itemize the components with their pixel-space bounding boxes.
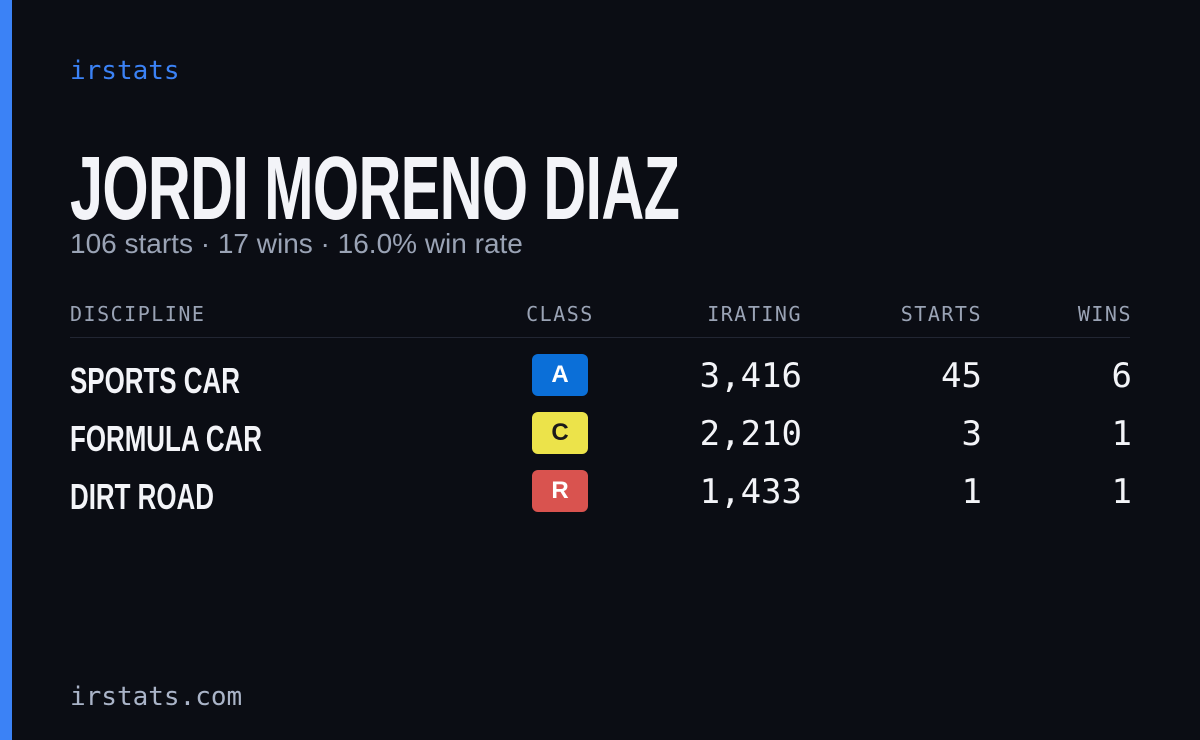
wins: 1: [1111, 472, 1132, 512]
wins: 1: [1111, 414, 1132, 454]
starts: 45: [941, 356, 982, 396]
discipline: SPORTS CAR: [70, 360, 240, 401]
class-badge: A: [532, 354, 588, 396]
header-rule: [70, 337, 1130, 338]
discipline: DIRT ROAD: [70, 476, 214, 517]
driver-name: JORDI MORENO DIAZ: [70, 139, 680, 239]
class-badge: C: [532, 412, 588, 454]
footer: irstats.com: [70, 682, 243, 712]
header-cell: IRATING: [707, 302, 802, 326]
brand: irstats: [70, 56, 180, 86]
discipline: FORMULA CAR: [70, 418, 262, 459]
wins: 6: [1111, 356, 1132, 396]
summary: 106 starts · 17 wins · 16.0% win rate: [70, 228, 523, 259]
starts: 1: [961, 472, 982, 512]
header-cell: DISCIPLINE: [70, 302, 206, 326]
accent-bar: [0, 0, 12, 740]
header-cell: CLASS: [526, 302, 594, 326]
irating: 2,210: [699, 414, 802, 454]
irating: 1,433: [699, 472, 802, 512]
class-badge: R: [532, 470, 588, 512]
header-cell: WINS: [1077, 302, 1132, 326]
header-cell: STARTS: [900, 302, 982, 326]
irating: 3,416: [699, 356, 802, 396]
starts: 3: [961, 414, 982, 454]
